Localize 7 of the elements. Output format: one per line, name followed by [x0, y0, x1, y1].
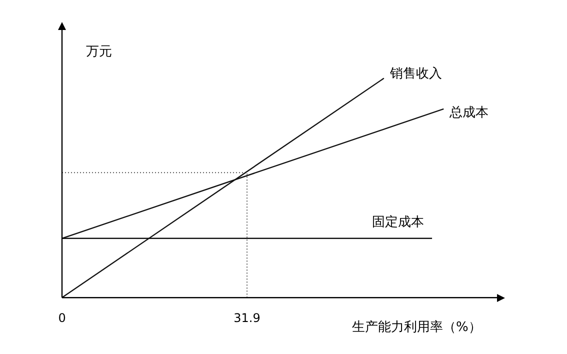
- series-label: 销售收入: [388, 66, 442, 82]
- x-tick-label: 31.9: [234, 310, 260, 325]
- series-label: 总成本: [448, 105, 489, 120]
- x-tick-label: 0: [58, 310, 66, 325]
- series-label: 固定成本: [372, 214, 424, 230]
- y-axis-title: 万元: [86, 44, 112, 60]
- x-axis-title: 生产能力利用率（%）: [352, 318, 482, 335]
